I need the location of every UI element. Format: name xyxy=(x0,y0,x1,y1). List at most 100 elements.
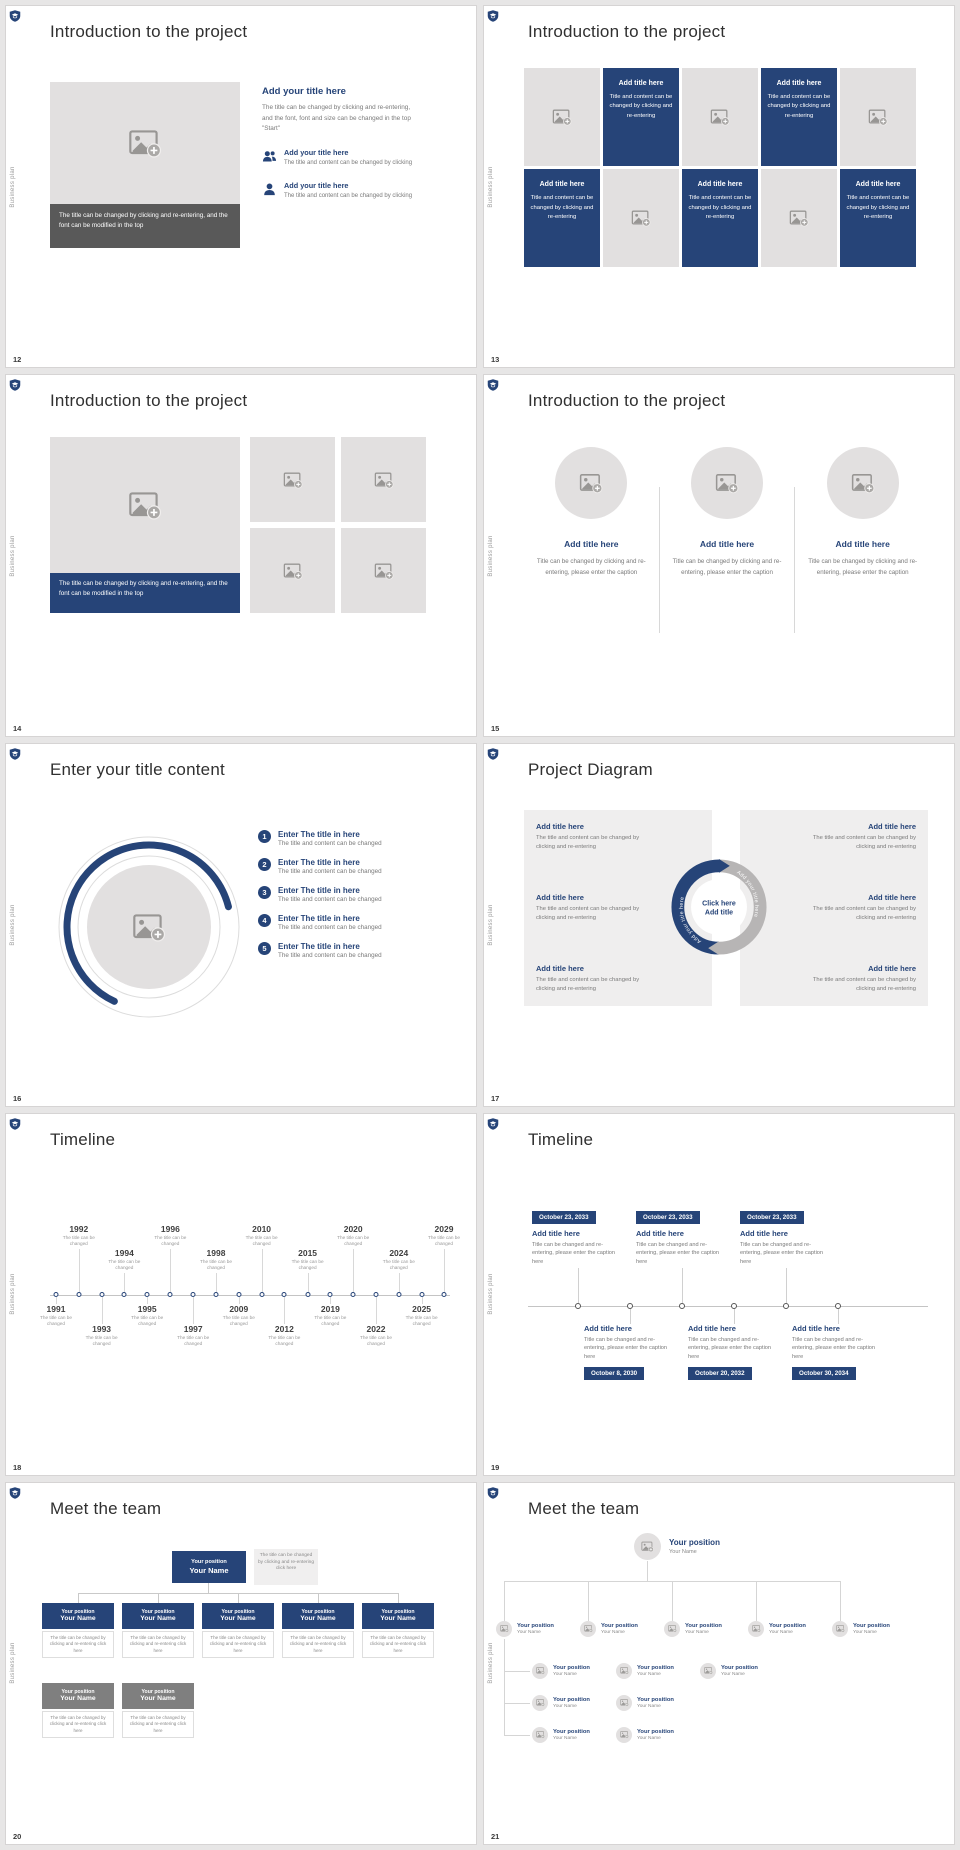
timeline-stem xyxy=(376,1296,377,1324)
vertical-divider xyxy=(658,487,660,634)
slide-number: 15 xyxy=(491,724,500,734)
cell-heading: Add title here xyxy=(697,181,743,189)
item-heading: Add your title here xyxy=(284,147,349,157)
image-placeholder-icon xyxy=(715,474,739,494)
image-placeholder xyxy=(87,865,211,990)
timeline-caption: The title can be changed xyxy=(62,1234,95,1246)
timeline-point: 2025 The title can be changed xyxy=(402,1291,442,1328)
timeline-year: 1993 xyxy=(92,1323,112,1334)
image-placeholder-icon xyxy=(374,563,394,580)
member-name: Your Name xyxy=(669,1548,697,1555)
timeline-dot-icon xyxy=(679,1302,685,1309)
item-heading: Add title here xyxy=(868,893,916,903)
arrow-head-top-icon xyxy=(719,859,730,874)
item-body: Title can be changed and re-entering, pl… xyxy=(688,1336,772,1360)
slide-number: 17 xyxy=(491,1093,500,1103)
timeline-caption: The title can be changed xyxy=(154,1234,187,1246)
team-member: Your position Your Name xyxy=(532,1726,590,1743)
timeline-year: 2020 xyxy=(343,1223,363,1234)
timeline-dot-icon xyxy=(305,1291,311,1297)
slide-title: Meet the team xyxy=(528,1498,640,1518)
slide-12-thumbnail[interactable]: Business plan Introduction to the projec… xyxy=(6,6,476,368)
image-placeholder-icon xyxy=(619,1667,629,1675)
image-placeholder xyxy=(691,447,763,520)
timeline-point: 2020 The title can be changed xyxy=(333,1223,373,1297)
timeline-axis xyxy=(50,1294,450,1296)
feature-item: Add your title here The title and conten… xyxy=(262,181,420,201)
item-heading: Add title here xyxy=(792,1323,840,1333)
member-position: Your position xyxy=(517,1622,554,1629)
slide-16-thumbnail[interactable]: Business plan Enter your title content 1… xyxy=(6,744,476,1106)
connector-line xyxy=(238,1592,239,1603)
image-placeholder-icon xyxy=(283,472,303,489)
number-chip: 3 xyxy=(258,886,271,900)
member-name: Your Name xyxy=(553,1735,577,1741)
member-name: Your Name xyxy=(553,1703,577,1709)
member-box: Your position Your Name xyxy=(42,1602,114,1629)
avatar-placeholder xyxy=(496,1620,512,1637)
slide-17-thumbnail[interactable]: Business plan Project Diagram Add title … xyxy=(484,744,954,1106)
item-heading: Add title here xyxy=(868,964,916,974)
slide-title: Introduction to the project xyxy=(528,391,726,411)
slide-18-thumbnail[interactable]: Business plan Timeline 1991 The title can… xyxy=(6,1113,476,1475)
timeline-stem xyxy=(734,1308,735,1324)
progress-ring xyxy=(58,836,240,1018)
timeline-caption: The title can be changed xyxy=(314,1314,347,1326)
slide-19-thumbnail[interactable]: Business plan Timeline October 23, 2033 … xyxy=(484,1113,954,1475)
brand-shield-logo-icon xyxy=(9,9,21,23)
timeline-caption: The title can be changed xyxy=(427,1234,461,1246)
timeline-year: 2019 xyxy=(320,1303,340,1314)
slide-title: Project Diagram xyxy=(528,760,653,780)
arrow-head-bottom-icon xyxy=(708,941,719,956)
slide-15-thumbnail[interactable]: Business plan Introduction to the projec… xyxy=(484,375,954,737)
image-placeholder-icon xyxy=(851,474,875,494)
member-name: Your Name xyxy=(380,1615,416,1623)
image-placeholder-icon xyxy=(751,1625,761,1633)
timeline-dot-icon xyxy=(835,1302,841,1309)
member-name: Your Name xyxy=(853,1629,877,1635)
date-badge: October 20, 2032 xyxy=(688,1366,752,1380)
image-placeholder-icon xyxy=(710,109,730,126)
team-member: Your position Your Name xyxy=(700,1662,758,1679)
slide-21-thumbnail[interactable]: Business plan Meet the team Your positio… xyxy=(484,1482,954,1844)
timeline-dot-icon xyxy=(259,1291,265,1297)
member-box: Your position Your Name xyxy=(42,1682,114,1709)
text-cell: Add title here Title and content can be … xyxy=(761,68,837,167)
timeline-year: 1992 xyxy=(69,1223,89,1234)
number-chip: 4 xyxy=(258,914,271,928)
member-name: Your Name xyxy=(140,1615,176,1623)
member-note: The title can be changed by clicking and… xyxy=(122,1630,194,1659)
timeline-dot-icon xyxy=(783,1302,789,1309)
slide-20-thumbnail[interactable]: Business plan Meet the team Your positio… xyxy=(6,1482,476,1844)
member-position: Your position xyxy=(191,1558,227,1565)
item-heading: Enter The title in here xyxy=(278,942,360,952)
cell-heading: Add title here xyxy=(776,80,822,87)
timeline-caption: The title can be changed xyxy=(177,1334,210,1346)
circular-arrows-diagram: Click here Add title Add your title here… xyxy=(671,859,767,956)
slide-14-thumbnail[interactable]: Business plan Introduction to the projec… xyxy=(6,375,476,737)
org-member: Your position Your Name The title can be … xyxy=(122,1682,194,1739)
arc-right xyxy=(718,859,767,955)
connector-line xyxy=(398,1592,399,1603)
timeline-caption: The title can be changed xyxy=(337,1234,370,1246)
member-position: Your position xyxy=(721,1664,758,1671)
timeline-point: 2012 The title can be changed xyxy=(264,1291,304,1348)
timeline-dot-icon xyxy=(213,1291,219,1297)
sidebar-vertical-label: Business plan xyxy=(488,904,494,946)
item-heading: Enter The title in here xyxy=(278,858,360,868)
timeline-point: 2019 The title can be changed xyxy=(310,1291,350,1328)
timeline-year: 1995 xyxy=(137,1303,157,1314)
member-box: Your position Your Name xyxy=(362,1602,434,1629)
timeline-year: 2012 xyxy=(274,1323,294,1334)
connector-line xyxy=(78,1592,79,1603)
timeline-stem xyxy=(193,1296,195,1324)
text-cell: Add title here Title and content can be … xyxy=(603,68,679,167)
item-heading: Add title here xyxy=(536,964,584,974)
slide-13-thumbnail[interactable]: Business plan Introduction to the projec… xyxy=(484,6,954,368)
timeline-point: 2029 The title can be changed xyxy=(424,1224,464,1297)
team-member: Your position Your Name xyxy=(616,1694,674,1711)
panel-item: Add title here The title and content can… xyxy=(810,822,916,852)
slide-title: Timeline xyxy=(528,1129,594,1149)
image-placeholder xyxy=(250,528,335,614)
member-name: Your Name xyxy=(637,1703,661,1709)
